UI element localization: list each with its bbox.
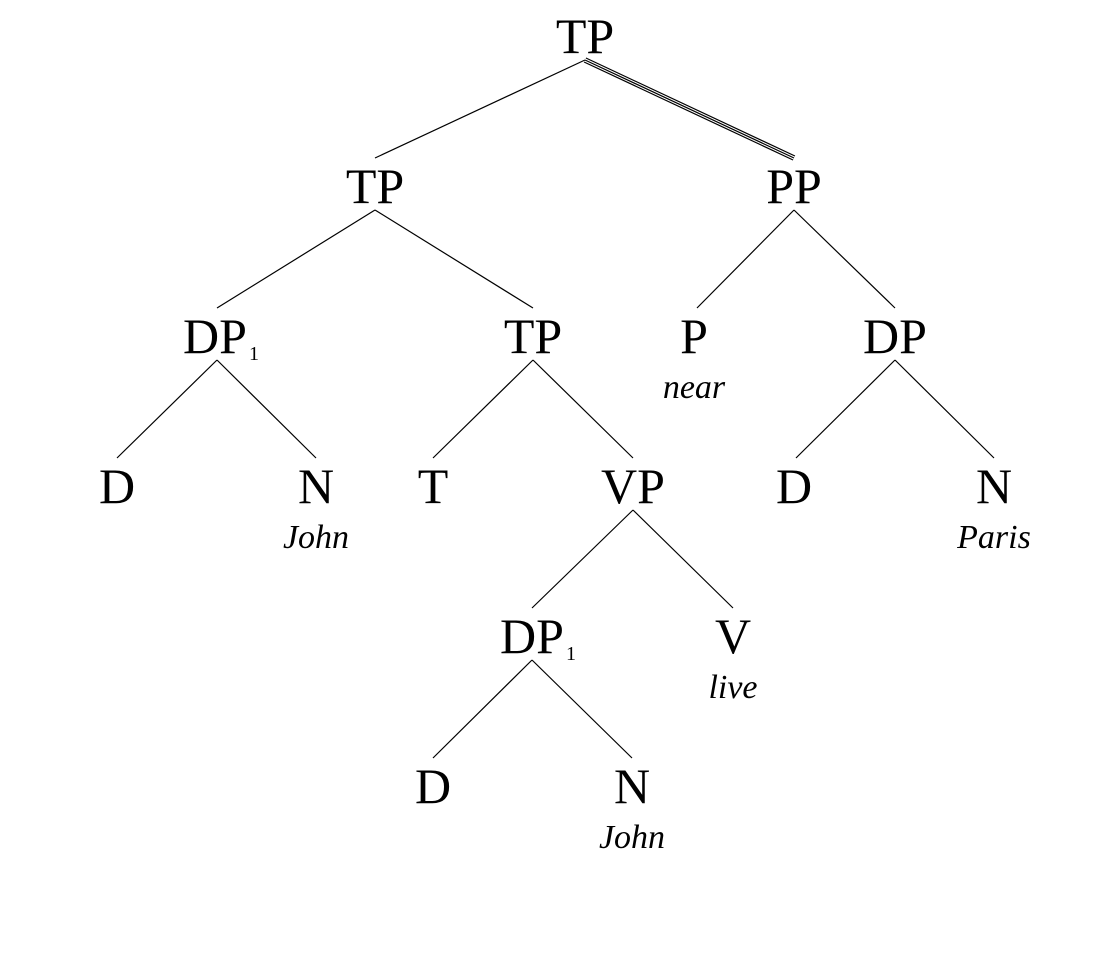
node-label: DP — [500, 608, 564, 664]
edge-vp-to-v — [632, 509, 734, 609]
edge-root-to-pp-a — [585, 57, 796, 157]
node-root: TP — [556, 8, 614, 64]
node-label: PP — [766, 158, 822, 214]
node-label: N — [614, 758, 650, 814]
edge-root-to-pp-b — [583, 61, 794, 161]
node-label: TP — [346, 158, 404, 214]
node-label: D — [99, 458, 135, 514]
edge-root-to-tp_left — [374, 59, 586, 159]
edge-pp-to-p — [696, 209, 795, 309]
terminal-word: near — [663, 369, 726, 406]
node-label: TP — [556, 8, 614, 64]
edge-vp-to-dp1_lower — [531, 509, 634, 609]
node-d-upper: D — [99, 458, 135, 514]
node-dp1-lower: DP 1 — [500, 608, 576, 665]
node-n-paris: N Paris — [956, 458, 1031, 556]
tree-edges — [116, 57, 995, 759]
terminal-word: Paris — [956, 519, 1031, 556]
node-index-subscript: 1 — [566, 643, 576, 665]
node-n-upper: N John — [283, 458, 349, 556]
node-dp-right: DP — [863, 308, 927, 364]
node-label: DP — [183, 308, 247, 364]
node-label: V — [715, 608, 751, 664]
edge-dp_right-to-n_paris — [894, 359, 995, 459]
node-tp-left: TP — [346, 158, 404, 214]
edge-dp_right-to-d_paris — [795, 359, 896, 459]
node-dp1-upper: DP 1 — [183, 308, 259, 365]
edge-pp-to-dp_right — [793, 209, 896, 309]
terminal-word: John — [599, 819, 665, 856]
edge-dp1_lower-to-n_lower — [531, 659, 633, 759]
node-pp: PP — [766, 158, 822, 214]
node-label: T — [418, 458, 449, 514]
node-label: D — [776, 458, 812, 514]
node-d-lower: D — [415, 758, 451, 814]
edge-dp1_upper-to-d_upper — [116, 359, 218, 459]
node-label: P — [680, 308, 708, 364]
node-tp-inner: TP — [504, 308, 562, 364]
node-label: VP — [601, 458, 665, 514]
edge-tp_left-to-dp1_upper — [216, 209, 376, 309]
node-t: T — [418, 458, 449, 514]
edge-dp1_lower-to-d_lower — [432, 659, 533, 759]
node-label: DP — [863, 308, 927, 364]
edge-dp1_upper-to-n_upper — [216, 359, 317, 459]
edge-tp_inner-to-t — [432, 359, 534, 459]
node-d-paris: D — [776, 458, 812, 514]
node-label: D — [415, 758, 451, 814]
terminal-word: live — [708, 669, 757, 706]
node-index-subscript: 1 — [249, 343, 259, 365]
edge-tp_left-to-tp_inner — [374, 209, 534, 309]
edge-tp_inner-to-vp — [532, 359, 634, 459]
node-label: N — [298, 458, 334, 514]
edge-root-to-pp-mid — [584, 59, 795, 159]
node-label: N — [976, 458, 1012, 514]
node-vp: VP — [601, 458, 665, 514]
terminal-word: John — [283, 519, 349, 556]
node-label: TP — [504, 308, 562, 364]
node-n-lower: N John — [599, 758, 665, 856]
